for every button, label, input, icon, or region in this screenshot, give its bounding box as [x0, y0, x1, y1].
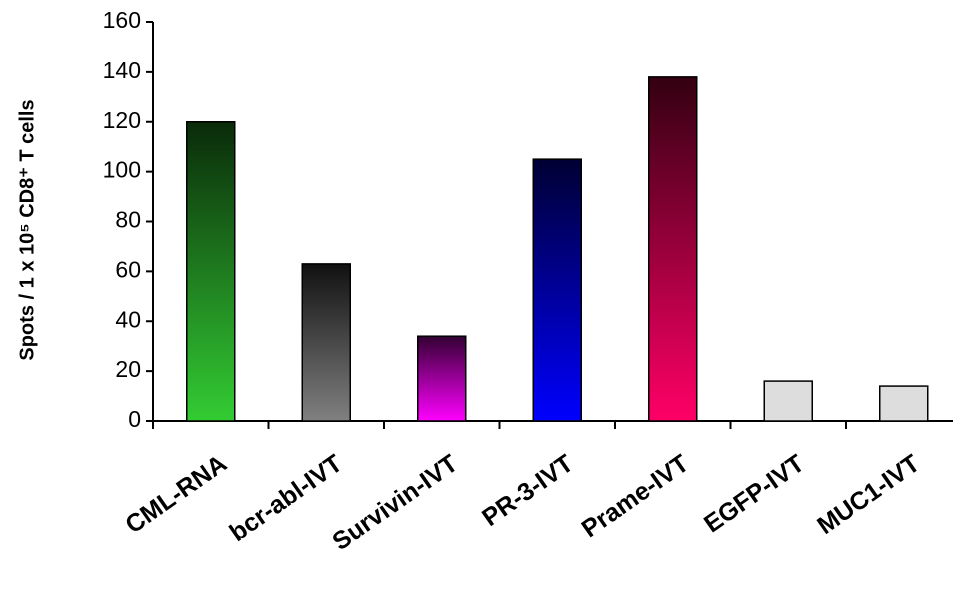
bar: [648, 76, 698, 422]
y-tick-label: 140: [103, 57, 141, 83]
y-tick-label: 80: [115, 207, 141, 233]
bar: [763, 380, 813, 422]
x-tick-label: CML-RNA: [120, 449, 232, 539]
bar: [532, 158, 582, 422]
bar: [879, 385, 929, 422]
x-tick-label: EGFP-IVT: [699, 449, 810, 538]
x-tick-label: PR-3-IVT: [477, 449, 578, 532]
y-axis-label: Spots / 1 x 10⁵ CD8⁺ T cells: [16, 99, 38, 360]
y-tick-label: 160: [103, 7, 141, 33]
x-tick-label: Survivin-IVT: [327, 449, 463, 556]
y-tick-label: 60: [115, 256, 141, 282]
y-tick-label: 100: [103, 157, 141, 183]
bar: [186, 121, 236, 422]
bar: [417, 335, 467, 422]
bar: [301, 263, 351, 422]
y-tick-label: 40: [115, 306, 141, 332]
x-tick-label: Prame-IVT: [577, 449, 694, 543]
y-tick-label: 120: [103, 107, 141, 133]
y-tick-label: 20: [115, 356, 141, 382]
y-tick-label: 0: [128, 406, 141, 432]
x-tick-label: MUC1-IVT: [812, 449, 925, 540]
